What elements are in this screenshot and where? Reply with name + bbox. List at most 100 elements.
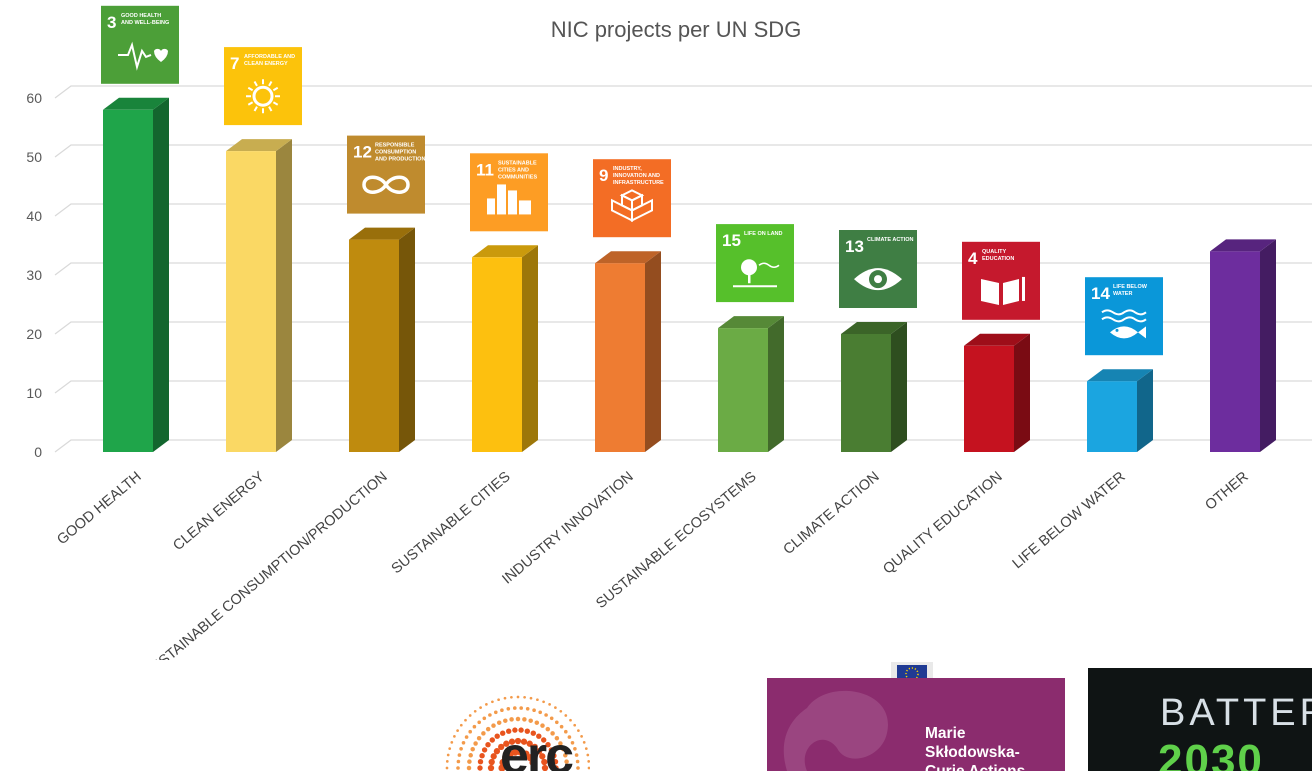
bar bbox=[964, 333, 1030, 452]
erc-dot bbox=[456, 759, 461, 764]
erc-dot bbox=[542, 700, 545, 704]
eye-globe-icon bbox=[854, 268, 902, 291]
erc-dot bbox=[541, 758, 548, 766]
bar-side bbox=[1137, 369, 1153, 452]
bar-top bbox=[841, 322, 907, 334]
erc-dot bbox=[564, 765, 570, 771]
erc-dot bbox=[564, 714, 568, 717]
bar-front bbox=[595, 263, 645, 452]
erc-dot bbox=[473, 709, 477, 713]
gridlines bbox=[54, 85, 1312, 453]
erc-dot bbox=[531, 743, 538, 751]
sdg-badge: 15 LIFE ON LAND bbox=[716, 224, 794, 303]
erc-dot bbox=[518, 727, 524, 733]
erc-dot bbox=[468, 753, 473, 758]
erc-dot bbox=[569, 718, 572, 722]
sdg-badge-number: 9 bbox=[599, 166, 608, 185]
erc-dot bbox=[456, 766, 460, 770]
erc-dot bbox=[485, 726, 491, 732]
erc-dot bbox=[576, 766, 580, 770]
erc-dot bbox=[539, 753, 546, 760]
erc-dot bbox=[545, 726, 551, 732]
erc-dot bbox=[498, 743, 505, 751]
x-tick-label: INDUSTRY INNOVATION bbox=[499, 469, 636, 588]
erc-dot bbox=[472, 724, 477, 729]
fish-icon bbox=[1101, 309, 1147, 339]
erc-dot bbox=[563, 753, 568, 758]
erc-dot bbox=[456, 729, 459, 732]
erc-dot bbox=[476, 735, 482, 741]
erc-dot bbox=[487, 764, 495, 771]
erc-dot bbox=[503, 740, 510, 747]
erc-dot bbox=[526, 740, 533, 747]
erc-dot bbox=[548, 747, 555, 753]
erc-dot bbox=[577, 729, 580, 732]
gridline bbox=[54, 144, 1312, 158]
infinity-icon bbox=[362, 175, 410, 194]
bar-front bbox=[1087, 381, 1137, 452]
battery-logo-year: 2030 bbox=[1158, 736, 1264, 771]
erc-dot bbox=[570, 741, 575, 745]
sdg-badge-bg bbox=[101, 5, 179, 84]
erc-dot bbox=[494, 710, 498, 715]
erc-dot bbox=[519, 706, 523, 710]
erc-dot bbox=[500, 730, 506, 736]
bar-side bbox=[1260, 239, 1276, 452]
bar-front bbox=[349, 239, 399, 452]
sdg-badge-text: SUSTAINABLE bbox=[498, 160, 537, 166]
erc-dot bbox=[550, 731, 555, 736]
x-tick-label: CLIMATE ACTION bbox=[781, 469, 883, 558]
x-tick-label: SUSTAINABLE CITIES bbox=[389, 469, 514, 577]
erc-dot bbox=[491, 723, 496, 728]
bar-front bbox=[718, 328, 768, 452]
erc-dot bbox=[584, 747, 588, 750]
erc-dot bbox=[544, 713, 548, 717]
erc-dot bbox=[482, 716, 487, 721]
erc-dot bbox=[468, 729, 472, 734]
sdg-badge-number: 14 bbox=[1091, 284, 1110, 303]
erc-dot bbox=[477, 720, 481, 725]
bar bbox=[103, 97, 169, 453]
erc-dot bbox=[477, 765, 483, 771]
erc-logo-text: erc bbox=[500, 727, 574, 771]
erc-dot bbox=[459, 723, 463, 727]
sdg-badge-text: LIFE BELOW bbox=[1113, 284, 1148, 290]
erc-dot bbox=[481, 747, 488, 753]
erc-dot bbox=[559, 709, 563, 713]
erc-dot bbox=[564, 759, 569, 764]
bar-side bbox=[891, 322, 907, 452]
erc-dot bbox=[459, 747, 463, 751]
x-tick-label: SUSTAINABLE CONSUMPTION/PRODUCTION bbox=[140, 469, 390, 660]
erc-dot bbox=[582, 741, 586, 744]
battery-logo-text: BATTERY bbox=[1160, 692, 1312, 734]
y-tick-label: 60 bbox=[26, 90, 42, 106]
erc-dot bbox=[445, 760, 449, 763]
erc-dot bbox=[548, 703, 551, 706]
bar bbox=[718, 316, 784, 452]
erc-dot bbox=[498, 764, 506, 771]
erc-dot bbox=[538, 710, 542, 715]
bar-front bbox=[226, 151, 276, 452]
sdg-badge-text: QUALITY bbox=[982, 249, 1006, 255]
erc-dot bbox=[529, 758, 537, 767]
sdg-badge-text: INDUSTRY, bbox=[613, 166, 642, 172]
erc-dot bbox=[530, 730, 536, 736]
sdg-badge-number: 7 bbox=[230, 54, 239, 73]
x-tick-label: QUALITY EDUCATION bbox=[880, 469, 1005, 578]
sdg-badge-number: 15 bbox=[722, 231, 741, 250]
bar bbox=[1087, 369, 1153, 452]
erc-dot bbox=[554, 735, 560, 741]
bar-top bbox=[103, 97, 169, 110]
bar-side bbox=[276, 139, 292, 452]
cubes-icon bbox=[611, 189, 653, 222]
erc-dot bbox=[481, 731, 486, 736]
bar bbox=[595, 251, 661, 452]
erc-dot bbox=[587, 760, 590, 763]
battery2030-logo: BATTERY 2030 bbox=[1088, 668, 1312, 771]
erc-dot bbox=[490, 753, 497, 760]
erc-dot bbox=[586, 753, 590, 757]
erc-dot bbox=[536, 698, 539, 702]
bar-top bbox=[1087, 369, 1153, 382]
